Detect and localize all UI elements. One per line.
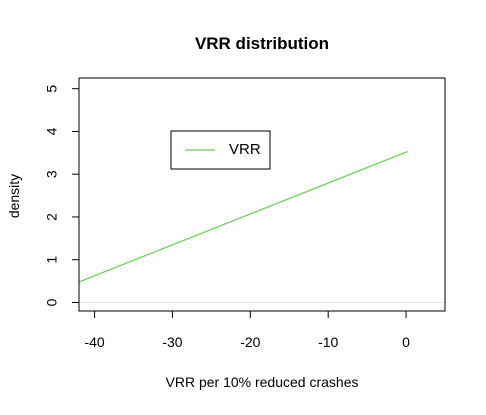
x-tick-label-0: -40 (84, 334, 104, 350)
x-tick-label-3: -10 (318, 334, 338, 350)
y-tick-label-3: 3 (44, 170, 60, 178)
x-tick-label-4: 0 (402, 334, 410, 350)
x-axis-label: VRR per 10% reduced crashes (166, 374, 359, 390)
y-tick-label-5: 5 (44, 85, 60, 93)
y-tick-label-4: 4 (44, 127, 60, 135)
x-tick-label-1: -30 (162, 334, 182, 350)
chart-title: VRR distribution (195, 34, 329, 53)
legend-label-vrr: VRR (229, 141, 261, 158)
x-tick-label-2: -20 (240, 334, 260, 350)
axis-layer: -40 -30 -20 -10 0 0 1 2 3 4 5 (44, 77, 446, 350)
plot-layer (78, 150, 445, 303)
y-tick-label-0: 0 (44, 298, 60, 306)
series-line-0 (78, 150, 408, 283)
plot-frame (78, 77, 446, 312)
legend-layer: VRR (170, 130, 271, 170)
y-axis-label: density (6, 174, 22, 218)
y-tick-label-2: 2 (44, 213, 60, 221)
y-tick-label-1: 1 (44, 256, 60, 264)
